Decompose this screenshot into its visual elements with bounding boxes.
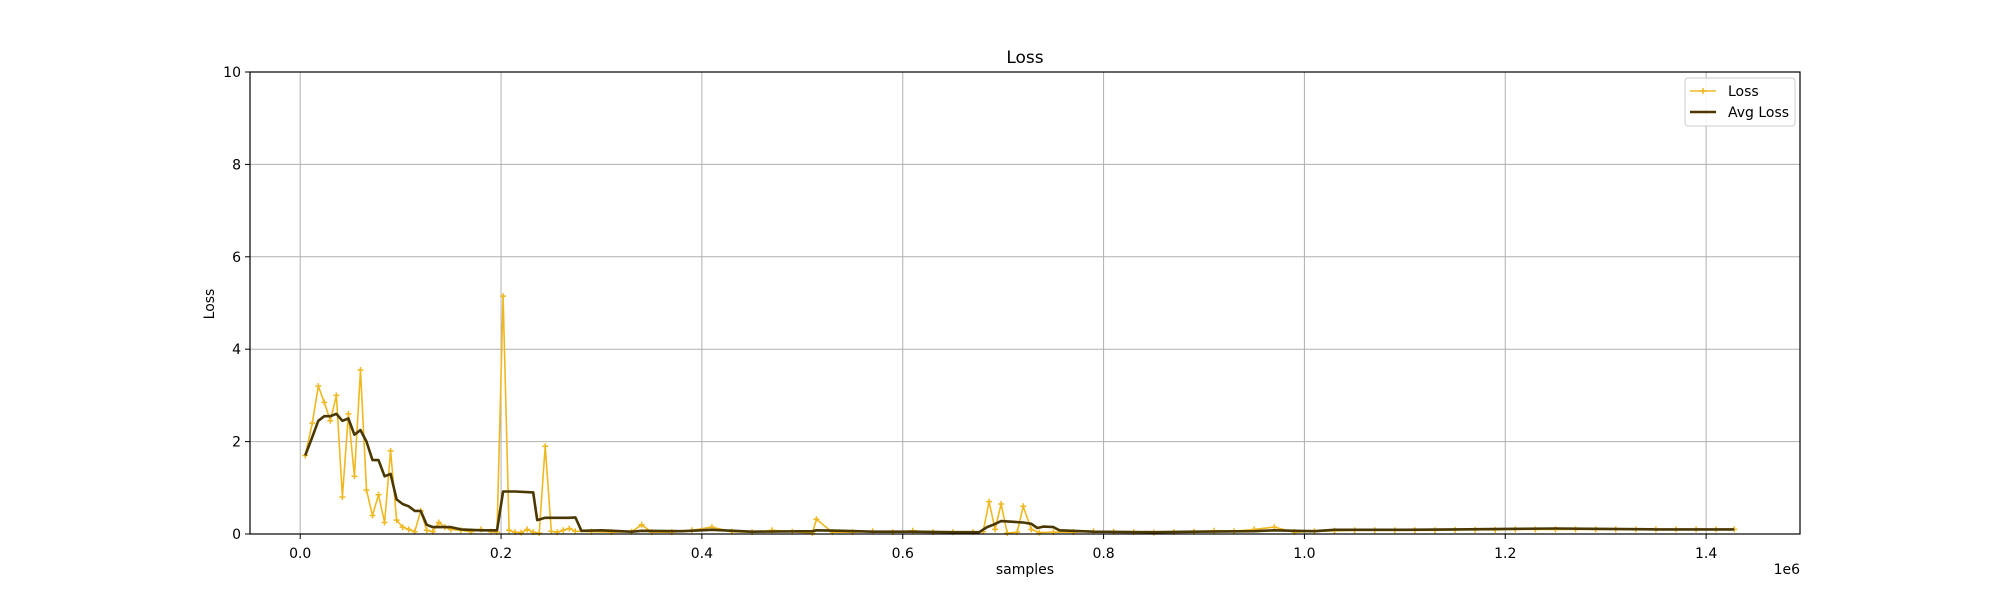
data-point-loss: [500, 293, 507, 300]
data-point-loss: [536, 530, 543, 537]
data-point-loss: [992, 526, 999, 533]
grid: [250, 71, 1800, 535]
data-point-loss: [572, 528, 579, 535]
data-point-loss: [369, 512, 376, 519]
data-point-loss: [333, 392, 340, 399]
x-tick-label: 1.4: [1695, 546, 1717, 562]
data-point-loss: [399, 524, 406, 531]
data-point-loss: [542, 443, 549, 450]
data-point-loss: [1020, 503, 1027, 510]
plot-area-frame: [249, 71, 1801, 535]
x-tick-label: 0.8: [1092, 546, 1114, 562]
legend: Loss Avg Loss: [1684, 77, 1796, 127]
data-point-loss: [518, 529, 525, 536]
data-point-loss: [813, 516, 820, 523]
y-tick-label: 10: [223, 65, 241, 81]
legend-box: [1684, 77, 1796, 127]
x-tick-label: 0.4: [691, 546, 713, 562]
series-line-avg-loss: [303, 412, 1735, 534]
y-tick-label: 8: [232, 157, 241, 173]
data-point-loss: [1004, 530, 1011, 537]
data-point-loss: [327, 417, 334, 424]
data-point-loss: [423, 527, 430, 534]
data-point-loss: [998, 500, 1005, 507]
data-point-loss: [560, 527, 567, 534]
data-point-loss: [548, 528, 555, 535]
data-point-loss: [351, 473, 358, 480]
series-line-loss: [304, 295, 1735, 534]
data-point-loss: [1036, 529, 1043, 536]
data-point-loss: [381, 519, 388, 526]
legend-label-loss: Loss: [1728, 84, 1759, 100]
data-point-loss: [986, 498, 993, 505]
data-point-loss: [309, 420, 316, 427]
x-tick-label: 0.2: [490, 546, 512, 562]
x-tick-label: 1.2: [1494, 546, 1516, 562]
data-point-loss: [1028, 526, 1035, 533]
series-layer: [302, 293, 1738, 537]
y-axis-ticks: 0 2 4 6 8 10: [223, 65, 250, 543]
data-point-loss: [357, 366, 364, 373]
data-point-loss: [339, 494, 346, 501]
chart-title: Loss: [1006, 48, 1043, 68]
data-point-loss: [375, 491, 382, 498]
legend-marker-loss: [1700, 88, 1706, 94]
y-tick-label: 0: [232, 527, 241, 543]
x-axis-offset-label: 1e6: [1774, 562, 1801, 578]
x-tick-label: 0.0: [289, 546, 311, 562]
x-axis-ticks: 0.0 0.2 0.4 0.6 0.8 1.0 1.2 1.4: [289, 534, 1717, 562]
y-axis-label: Loss: [202, 289, 218, 320]
x-axis-label: samples: [996, 562, 1054, 578]
y-tick-label: 4: [232, 342, 241, 358]
y-tick-label: 6: [232, 250, 241, 266]
data-point-loss: [405, 526, 412, 533]
data-point-loss: [566, 525, 573, 532]
data-point-loss: [638, 521, 645, 528]
data-point-loss: [435, 519, 442, 526]
data-point-loss: [315, 383, 322, 390]
data-point-loss: [524, 526, 531, 533]
x-tick-label: 0.6: [892, 546, 914, 562]
data-point-loss: [321, 399, 328, 406]
data-point-loss: [506, 527, 513, 534]
data-point-loss: [393, 517, 400, 524]
data-point-loss: [363, 487, 370, 494]
x-tick-label: 1.0: [1293, 546, 1315, 562]
y-tick-label: 2: [232, 435, 241, 451]
data-point-loss: [345, 410, 352, 417]
data-point-loss: [387, 447, 394, 454]
legend-label-avg-loss: Avg Loss: [1728, 105, 1789, 121]
